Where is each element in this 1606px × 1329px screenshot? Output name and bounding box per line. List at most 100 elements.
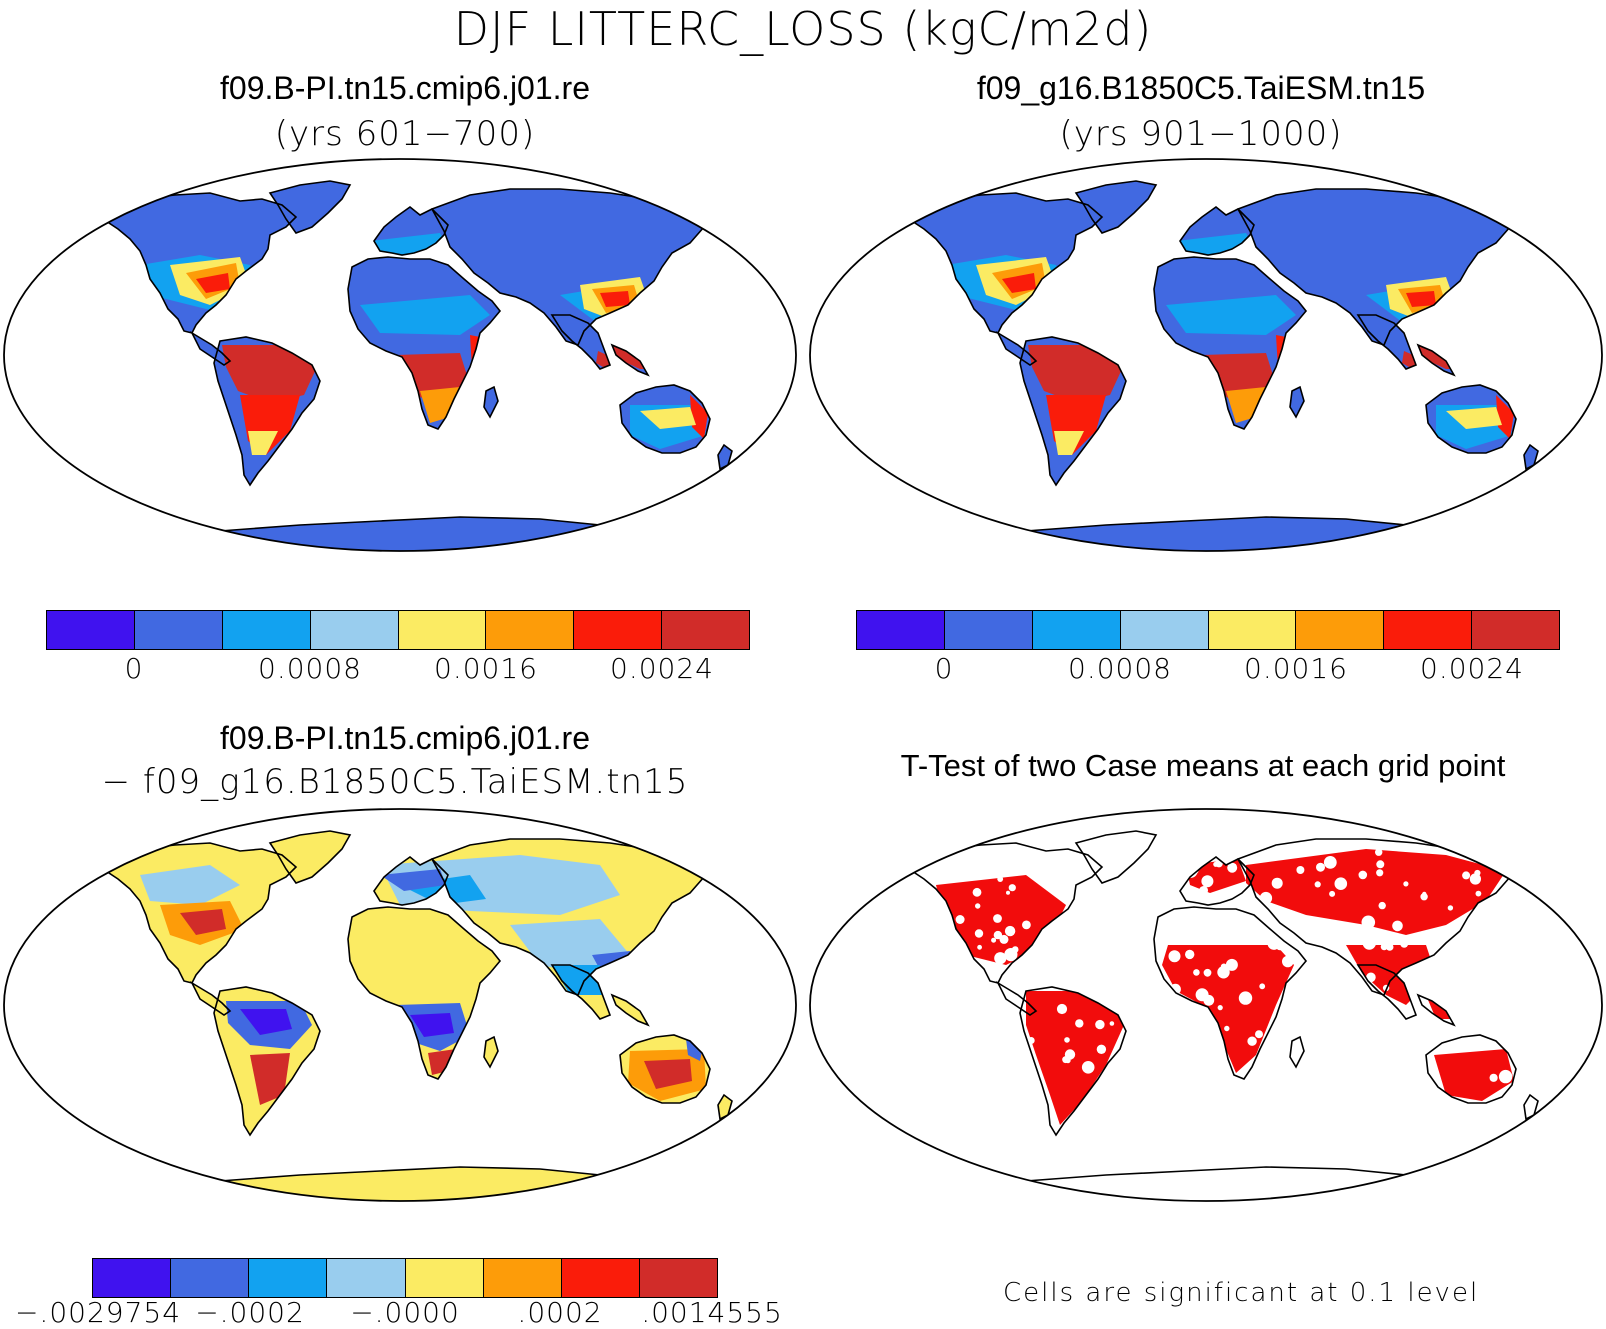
colorbar-1-tick: 0.0016 (434, 652, 538, 685)
colorbar-swatch (398, 611, 487, 649)
map-panel-1 (3, 158, 797, 552)
insignificant-cell (1385, 943, 1394, 951)
colorbar-swatch (310, 611, 399, 649)
insignificant-cell (1103, 848, 1114, 859)
field-region (1028, 345, 1122, 403)
insignificant-cell (1392, 920, 1403, 932)
insignificant-cell (1503, 863, 1516, 876)
colorbar-swatch (944, 611, 1033, 649)
insignificant-cell (1255, 1030, 1263, 1039)
colorbar-swatch (1120, 611, 1209, 649)
field-region (640, 407, 696, 429)
insignificant-cell (1247, 1036, 1257, 1046)
colorbar-2-tick: 0.0008 (1068, 652, 1172, 685)
insignificant-cell (1193, 969, 1200, 976)
insignificant-cell (1296, 866, 1305, 874)
insignificant-cell (1326, 923, 1332, 930)
colorbar-swatch (662, 611, 749, 649)
colorbar-2-tick: 0.0024 (1420, 652, 1524, 685)
field-region (222, 345, 316, 403)
colorbar-panel-2 (856, 610, 1560, 650)
colorbar-swatch (1032, 611, 1121, 649)
insignificant-cell (1068, 856, 1076, 864)
colorbar-swatch (134, 611, 223, 649)
insignificant-cell (993, 930, 1003, 940)
coastline-aus (619, 384, 711, 454)
insignificant-cell (1259, 983, 1266, 990)
insignificant-cell (1219, 968, 1229, 979)
insignificant-cell (1168, 950, 1181, 963)
field-region (360, 295, 490, 335)
field-region (410, 1013, 454, 1037)
colorbar-3-tick: −.0029754 (14, 1296, 182, 1329)
coastline-nam (105, 192, 298, 334)
coastline-aus (619, 1034, 711, 1104)
insignificant-cell (1289, 954, 1295, 959)
colorbar-swatch (1472, 611, 1559, 649)
insignificant-cell (1092, 840, 1101, 850)
map-border (3, 808, 797, 1202)
insignificant-cell (999, 934, 1009, 944)
insignificant-cell (1122, 850, 1127, 856)
map-border (3, 158, 797, 552)
field-region (1002, 273, 1036, 293)
coastline-ind (550, 964, 612, 1020)
field-region (428, 1049, 456, 1075)
insignificant-cell (1203, 994, 1215, 1006)
colorbar-swatch (574, 611, 663, 649)
field-region (552, 965, 604, 995)
field-region (1446, 407, 1502, 429)
insignificant-cell (1469, 873, 1481, 885)
significant-region (1246, 849, 1506, 935)
insignificant-cell (955, 915, 965, 924)
insignificant-cell (1095, 1019, 1105, 1030)
coastline-cam (996, 980, 1038, 1016)
insignificant-cell (1329, 890, 1336, 897)
coastline-sea (610, 343, 650, 377)
field-region (1054, 431, 1084, 455)
field-region (644, 1059, 692, 1089)
insignificant-cell (972, 887, 982, 897)
insignificant-cell (997, 876, 1004, 882)
insignificant-cell (1224, 1025, 1230, 1032)
coastline-afr (1153, 256, 1308, 430)
insignificant-cell (1380, 943, 1388, 951)
insignificant-cell (1109, 1021, 1115, 1026)
coastline-mad (483, 385, 499, 419)
colorbar-swatch (47, 611, 135, 649)
insignificant-cell (1006, 890, 1010, 895)
coastline-eur (373, 205, 449, 256)
colorbar-swatch (1296, 611, 1385, 649)
insignificant-cell (1376, 860, 1385, 869)
colorbar-swatch (405, 1259, 484, 1297)
colorbar-panel-1 (46, 610, 750, 650)
insignificant-cell (1220, 963, 1227, 970)
field-region (140, 865, 240, 905)
insignificant-cell (1201, 922, 1215, 937)
colorbar-swatch (171, 1259, 250, 1297)
colorbar-2-tick: 0.0016 (1244, 652, 1348, 685)
panel-1-title: f09.B-PI.tn15.cmip6.j01.re (220, 70, 590, 106)
coastline-sea (1416, 993, 1456, 1027)
insignificant-cell (1213, 861, 1219, 867)
colorbar-swatch (561, 1259, 640, 1297)
insignificant-cell (1375, 848, 1383, 856)
coastline-nam (911, 842, 1104, 984)
insignificant-cell (1185, 949, 1195, 960)
significant-region (1434, 1049, 1514, 1101)
insignificant-cell (1463, 1039, 1476, 1052)
insignificant-cell (1081, 1061, 1095, 1074)
coastline-ant (954, 516, 1447, 551)
field-region (380, 869, 446, 891)
insignificant-cell (1400, 940, 1409, 948)
panel-3-title: f09.B-PI.tn15.cmip6.j01.re (220, 720, 590, 756)
insignificant-cell (1022, 920, 1031, 930)
insignificant-cell (972, 861, 979, 868)
coastline-mad (483, 1035, 499, 1069)
insignificant-cell (1259, 891, 1273, 905)
insignificant-cell (1323, 856, 1337, 869)
coastline-sam (213, 986, 321, 1137)
field-region (600, 291, 630, 307)
map-border (809, 808, 1603, 1202)
coastline-eur (1179, 205, 1255, 256)
